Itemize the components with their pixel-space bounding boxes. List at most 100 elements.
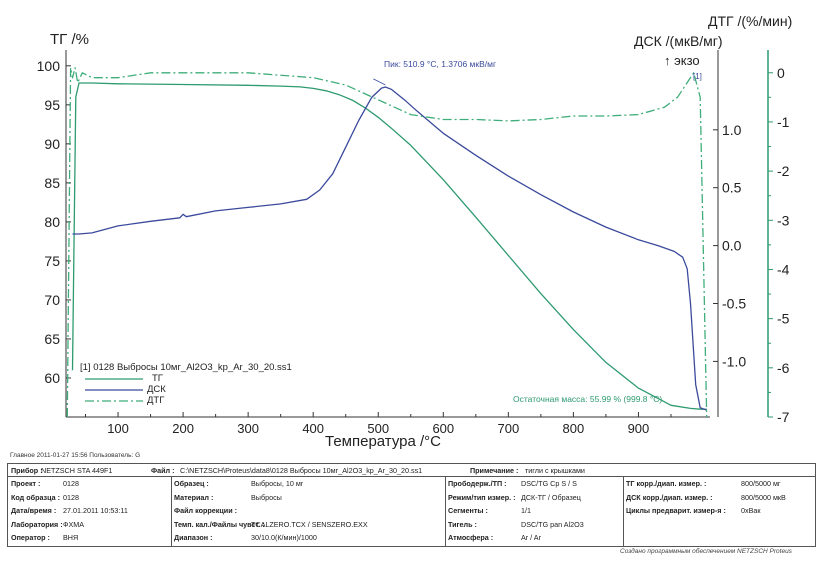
- dtg-tick-label: 0: [777, 65, 785, 81]
- dsc-axis-title: ДСК /(мкВ/мг): [634, 33, 723, 49]
- info-value: 1/1: [521, 506, 531, 515]
- residual-annotation: Остаточная масса: 55.99 % (999.8 °C): [513, 394, 663, 404]
- info-value: 30/10.0(К/мин)/1000: [251, 533, 317, 542]
- dtg-tick-label: -1: [777, 114, 790, 130]
- info-value: ВНЯ: [63, 533, 79, 542]
- info-key: Материал :: [174, 492, 214, 502]
- legend-dtg-label: ДТГ: [147, 395, 165, 406]
- x-tick-label: 700: [497, 421, 519, 436]
- note-value: тигли с крышками: [525, 466, 585, 475]
- axis-ticks: [66, 65, 773, 418]
- info-value: 27.01.2011 10:53:11: [63, 506, 128, 515]
- info-header-row: Прибор : NETZSCH STA 449F1 Файл : C:\NET…: [8, 464, 815, 477]
- info-value: 800/5000 мкВ: [741, 492, 786, 502]
- info-value: ДСК-ТГ / Образец: [521, 492, 581, 502]
- file-key: Файл :: [151, 466, 175, 475]
- info-key: Режим/тип измер. :: [448, 492, 516, 502]
- col-divider-3: [623, 476, 624, 546]
- note-key: Примечание :: [470, 466, 519, 475]
- left-tick-label: 80: [44, 214, 60, 230]
- info-key: Дата/время :: [11, 506, 57, 515]
- left-tick-label: 100: [37, 58, 61, 74]
- dtg-tick-label: -7: [777, 409, 790, 425]
- x-tick-label: 200: [172, 421, 194, 436]
- info-value: DSC/TG Cp S / S: [521, 479, 577, 488]
- info-table: Прибор : NETZSCH STA 449F1 Файл : C:\NET…: [7, 463, 816, 547]
- x-tick-label: 500: [367, 421, 389, 436]
- left-tick-label: 70: [44, 292, 60, 308]
- tick-labels: 100 200 300 400 500 600 700 800 9006065707580859…: [37, 58, 790, 436]
- legend-tg-label: ТГ: [152, 373, 163, 384]
- dsc-tick-label: 0.5: [722, 180, 742, 196]
- info-key: Прободерж./ТП :: [448, 479, 507, 488]
- dtg-tick-label: -3: [777, 212, 790, 228]
- x-tick-label: 800: [563, 421, 585, 436]
- software-note: Создано программным обеспечением NETZSCH…: [620, 548, 792, 555]
- exo-label: ↑ экзо: [664, 53, 700, 68]
- dtg-axis-title: ДТГ /(%/мин): [708, 13, 793, 29]
- info-value: 0хВак: [741, 506, 761, 515]
- left-tick-label: 75: [44, 253, 60, 269]
- info-key: Сегменты :: [448, 506, 488, 515]
- user-stamp: Главное 2011-01-27 15:56 Пользователь: G: [10, 452, 141, 459]
- peak-leader: [373, 78, 386, 86]
- left-tick-label: 65: [44, 331, 60, 347]
- dsc-tick-label: -1.0: [722, 353, 746, 369]
- info-value: Выбросы, 10 мг: [251, 479, 304, 488]
- dtg-tick-label: -5: [777, 311, 790, 327]
- col-divider-1: [171, 476, 172, 546]
- peak-annotation: Пик: 510.9 °C, 1.3706 мкВ/мг: [384, 59, 497, 69]
- info-key: Циклы предварит. измер-я :: [626, 506, 726, 515]
- chart: 100 200 300 400 500 600 700 800 9006065707580859…: [37, 50, 790, 436]
- plot-frame: [65, 50, 769, 418]
- info-value: 800/5000 мг: [741, 479, 781, 488]
- info-key: Темп. кал./Файлы чувст. :: [174, 519, 265, 529]
- info-key: Файл коррекции :: [174, 506, 238, 515]
- info-key: Диапазон :: [174, 533, 213, 542]
- legend-file: [1] 0128 Выбросы 10мг_Al2O3_kp_Ar_30_20.…: [80, 362, 292, 373]
- x-tick-label: 400: [302, 421, 324, 436]
- info-value: 0128: [63, 479, 79, 488]
- dtg-tick-label: -2: [777, 163, 790, 179]
- info-key: Проект :: [11, 479, 41, 488]
- legend-dsc-label: ДСК: [147, 384, 166, 395]
- info-value: Ar / Ar: [521, 533, 541, 542]
- info-value: Выбросы: [251, 492, 282, 502]
- info-value: TCALZERO.TCX / SENSZERO.EXX: [251, 519, 368, 529]
- info-key: ДСК корр./диап. измер. :: [626, 492, 713, 502]
- left-axis-title: ТГ /%: [50, 31, 89, 48]
- x-tick-label: 300: [237, 421, 259, 436]
- x-tick-label: 900: [628, 421, 650, 436]
- series-line-ДСК: [72, 86, 707, 411]
- col-divider-2: [445, 476, 446, 546]
- info-key: Атмосфера :: [448, 533, 494, 542]
- left-tick-label: 90: [44, 136, 60, 152]
- instrument-value: NETZSCH STA 449F1: [41, 466, 113, 475]
- segment-marker: [1]: [693, 72, 702, 81]
- info-key: Оператор :: [11, 533, 50, 542]
- series-line-ДТГ: [66, 67, 708, 418]
- info-key: Код образца :: [11, 492, 61, 502]
- dtg-tick-label: -4: [777, 261, 790, 277]
- info-value: ФХМА: [63, 519, 85, 529]
- instrument-key: Прибор :: [11, 466, 43, 475]
- left-tick-label: 85: [44, 175, 60, 191]
- info-key: ТГ корр./диап. измер. :: [626, 479, 707, 488]
- info-key: Лаборатория :: [11, 519, 63, 529]
- info-value: 0128: [63, 492, 79, 502]
- x-axis-title: Температура /°C: [325, 433, 442, 450]
- info-key: Образец :: [174, 479, 209, 488]
- x-tick-label: 100: [107, 421, 129, 436]
- series-line-ТГ: [71, 82, 707, 410]
- dsc-tick-label: 1.0: [722, 122, 742, 138]
- info-value: DSC/TG pan Al2O3: [521, 519, 584, 529]
- left-tick-label: 60: [44, 370, 60, 386]
- x-tick-label: 600: [432, 421, 454, 436]
- info-key: Тигель :: [448, 519, 477, 529]
- left-tick-label: 95: [44, 97, 60, 113]
- dtg-tick-label: -6: [777, 360, 790, 376]
- dsc-tick-label: -0.5: [722, 296, 746, 312]
- dsc-tick-label: 0.0: [722, 238, 742, 254]
- file-value: C:\NETZSCH\Proteus\data8\0128 Выбросы 10…: [180, 466, 423, 475]
- series-layer: [66, 67, 708, 418]
